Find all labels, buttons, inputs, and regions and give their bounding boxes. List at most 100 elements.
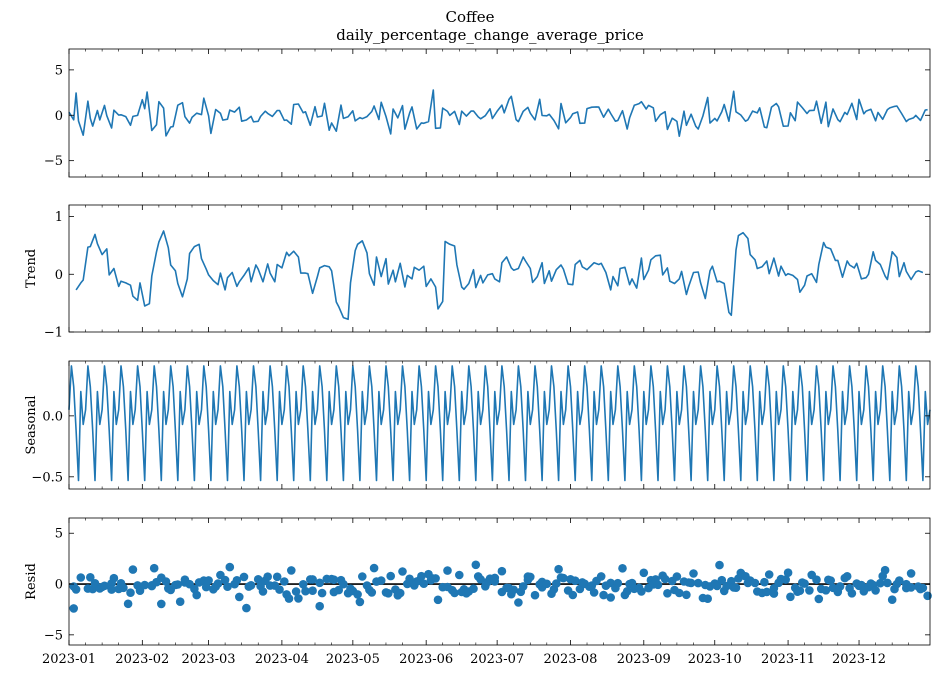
resid-point xyxy=(201,582,211,592)
resid-point xyxy=(826,576,835,585)
resid-point xyxy=(431,574,440,583)
resid-point xyxy=(622,587,632,596)
resid-point xyxy=(76,573,86,582)
resid-point xyxy=(923,591,932,601)
ytick-label: −5 xyxy=(44,628,63,643)
resid-point xyxy=(242,603,251,613)
resid-point xyxy=(842,572,852,581)
ytick-label: 0 xyxy=(55,578,63,593)
resid-point xyxy=(192,590,201,600)
xtick-label: 2023-07 xyxy=(470,652,524,667)
xtick-label: 2023-10 xyxy=(688,652,742,667)
resid-point xyxy=(906,569,916,578)
resid-point xyxy=(542,579,552,589)
resid-point xyxy=(906,583,916,592)
resid-point xyxy=(220,575,230,585)
resid-point xyxy=(173,580,183,589)
plot-frame xyxy=(68,360,931,490)
resid-point xyxy=(795,586,805,595)
resid-point xyxy=(876,578,885,588)
resid-point xyxy=(369,563,379,573)
xtick-label: 2023-08 xyxy=(543,652,597,667)
resid-point xyxy=(272,572,282,582)
resid-point xyxy=(317,588,327,598)
resid-point xyxy=(355,597,365,607)
resid-point xyxy=(123,599,133,609)
series-line xyxy=(68,365,931,482)
resid-point xyxy=(140,580,149,590)
resid-point xyxy=(239,572,249,582)
resid-point xyxy=(476,575,485,584)
resid-point xyxy=(814,594,824,604)
resid-point xyxy=(395,588,405,598)
figure-title: Coffee xyxy=(445,8,495,26)
y-axis-label: Seasonal xyxy=(24,395,39,454)
resid-point xyxy=(204,576,213,585)
resid-point xyxy=(887,595,897,604)
resid-point xyxy=(918,583,928,593)
ytick-label: −0.5 xyxy=(31,470,63,485)
resid-point xyxy=(128,565,138,574)
panel-1: −5 0 5 xyxy=(44,48,931,178)
resid-point xyxy=(509,585,518,595)
xtick-label: 2023-11 xyxy=(761,652,815,667)
resid-point xyxy=(596,572,606,581)
resid-point xyxy=(835,582,845,591)
figure-subtitle: daily_percentage_change_average_price xyxy=(336,26,644,44)
xtick-label: 2023-02 xyxy=(115,652,169,667)
resid-point xyxy=(376,576,386,585)
resid-point xyxy=(693,578,703,588)
xtick-label: 2023-04 xyxy=(255,652,309,667)
resid-point xyxy=(149,563,159,573)
resid-point xyxy=(589,588,599,597)
resid-point xyxy=(712,581,722,591)
resid-point xyxy=(871,586,880,595)
resid-point xyxy=(490,577,500,586)
resid-point xyxy=(895,576,904,585)
resid-point xyxy=(689,569,698,578)
ytick-label: 0 xyxy=(55,109,63,124)
ytick-label: 1 xyxy=(55,210,63,225)
resid-point xyxy=(308,586,317,595)
resid-point xyxy=(497,566,507,576)
resid-point xyxy=(613,578,623,588)
resid-point xyxy=(606,593,615,602)
resid-point xyxy=(119,583,128,593)
resid-point xyxy=(126,588,135,597)
resid-point xyxy=(526,572,535,582)
y-axis-label: Resid xyxy=(24,563,39,600)
resid-point xyxy=(298,580,308,589)
resid-point xyxy=(405,574,414,584)
series-line xyxy=(68,89,928,137)
resid-point xyxy=(618,564,627,573)
resid-point xyxy=(559,573,568,583)
resid-point xyxy=(821,586,831,595)
resid-point xyxy=(781,575,790,584)
ytick-label: 5 xyxy=(55,63,63,78)
resid-point xyxy=(639,568,649,578)
resid-point xyxy=(71,585,81,594)
panel-2: −1 0 1 Trend xyxy=(24,204,931,341)
resid-point xyxy=(419,579,429,588)
resid-point xyxy=(672,572,682,581)
resid-point xyxy=(686,578,696,588)
resid-point xyxy=(883,578,892,588)
xtick-label: 2023-06 xyxy=(399,652,453,667)
resid-point xyxy=(554,564,563,574)
resid-point xyxy=(880,565,890,575)
resid-point xyxy=(717,575,727,585)
resid-point xyxy=(637,587,646,596)
ytick-label: −1 xyxy=(44,326,63,341)
resid-point xyxy=(660,574,670,584)
resid-point xyxy=(568,590,578,600)
resid-point xyxy=(570,576,580,585)
resid-point xyxy=(301,586,310,596)
resid-point xyxy=(653,580,663,590)
resid-point xyxy=(471,560,481,570)
resid-point xyxy=(225,562,235,572)
resid-point xyxy=(358,572,367,581)
resid-point xyxy=(455,570,464,580)
resid-point xyxy=(762,587,772,597)
